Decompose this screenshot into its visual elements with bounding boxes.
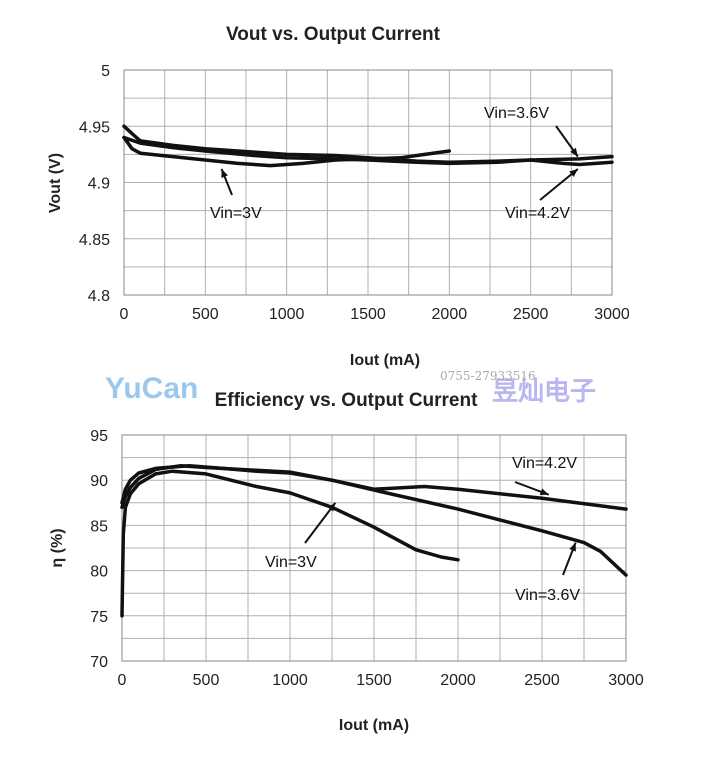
annotation-label: Vin=3V xyxy=(265,554,317,571)
series-line-vin-4-2v xyxy=(120,463,628,511)
x-tick-label: 0 xyxy=(118,672,127,689)
arrowhead-icon xyxy=(569,542,576,552)
annotation-arrow xyxy=(304,502,337,544)
y-tick-label: 95 xyxy=(90,428,108,445)
series-line-vin-3v xyxy=(122,135,452,168)
arrowhead-icon xyxy=(539,488,549,496)
x-tick-label: 2500 xyxy=(524,672,560,689)
x-tick-label: 0 xyxy=(120,306,129,323)
y-tick-label: 80 xyxy=(90,564,108,581)
chart-1: Vout vs. Output Current Iout (mA) Vout (V)… xyxy=(47,24,630,369)
x-axis-label: Iout (mA) xyxy=(350,352,420,369)
chart-title: Vout vs. Output Current xyxy=(226,24,441,45)
x-tick-label: 1000 xyxy=(272,672,308,689)
y-tick-label: 90 xyxy=(90,473,108,490)
watermark: YuCan 昱灿电子 0755-27933516 xyxy=(105,369,596,406)
y-tick-label: 4.8 xyxy=(88,288,110,305)
arrowhead-icon xyxy=(327,502,336,512)
y-tick-label: 4.95 xyxy=(79,119,110,136)
watermark-brand: YuCan xyxy=(105,372,198,405)
y-axis-label: Vout (V) xyxy=(47,153,64,213)
chart-2: Efficiency vs. Output Current Iout (mA) η … xyxy=(49,390,644,734)
y-tick-label: 85 xyxy=(90,518,108,535)
annotation-label: Vin=4.2V xyxy=(505,205,570,222)
y-tick-label: 4.85 xyxy=(79,232,110,249)
y-tick-label: 75 xyxy=(90,609,108,626)
y-tick-label: 70 xyxy=(90,654,108,671)
chart-title: Efficiency vs. Output Current xyxy=(215,390,479,411)
x-tick-label: 2500 xyxy=(513,306,549,323)
arrowhead-icon xyxy=(569,169,578,177)
watermark-phone: 0755-27933516 xyxy=(440,369,536,383)
y-axis-label: η (%) xyxy=(49,528,66,567)
x-tick-label: 1000 xyxy=(269,306,305,323)
plot-frame xyxy=(123,69,613,296)
watermark-chinese: 昱灿电子 xyxy=(492,376,596,406)
x-tick-label: 2000 xyxy=(432,306,468,323)
annotation-label: Vin=3V xyxy=(210,205,262,222)
annotation-label: Vin=4.2V xyxy=(512,455,577,472)
x-tick-label: 500 xyxy=(192,306,219,323)
y-tick-label: 4.9 xyxy=(88,176,110,193)
x-tick-label: 3000 xyxy=(608,672,644,689)
x-tick-label: 1500 xyxy=(350,306,386,323)
x-tick-label: 500 xyxy=(193,672,220,689)
series-line-vin-3v xyxy=(120,469,460,618)
annotation-label: Vin=3.6V xyxy=(484,105,549,122)
annotation-label: Vin=3.6V xyxy=(515,587,580,604)
arrowhead-icon xyxy=(570,147,578,157)
x-tick-label: 2000 xyxy=(440,672,476,689)
y-tick-label: 5 xyxy=(101,63,110,80)
x-tick-label: 3000 xyxy=(594,306,630,323)
series-line-vin-4-2v xyxy=(122,135,614,167)
x-tick-label: 1500 xyxy=(356,672,392,689)
arrowhead-icon xyxy=(221,169,228,178)
x-axis-label: Iout (mA) xyxy=(339,717,409,734)
